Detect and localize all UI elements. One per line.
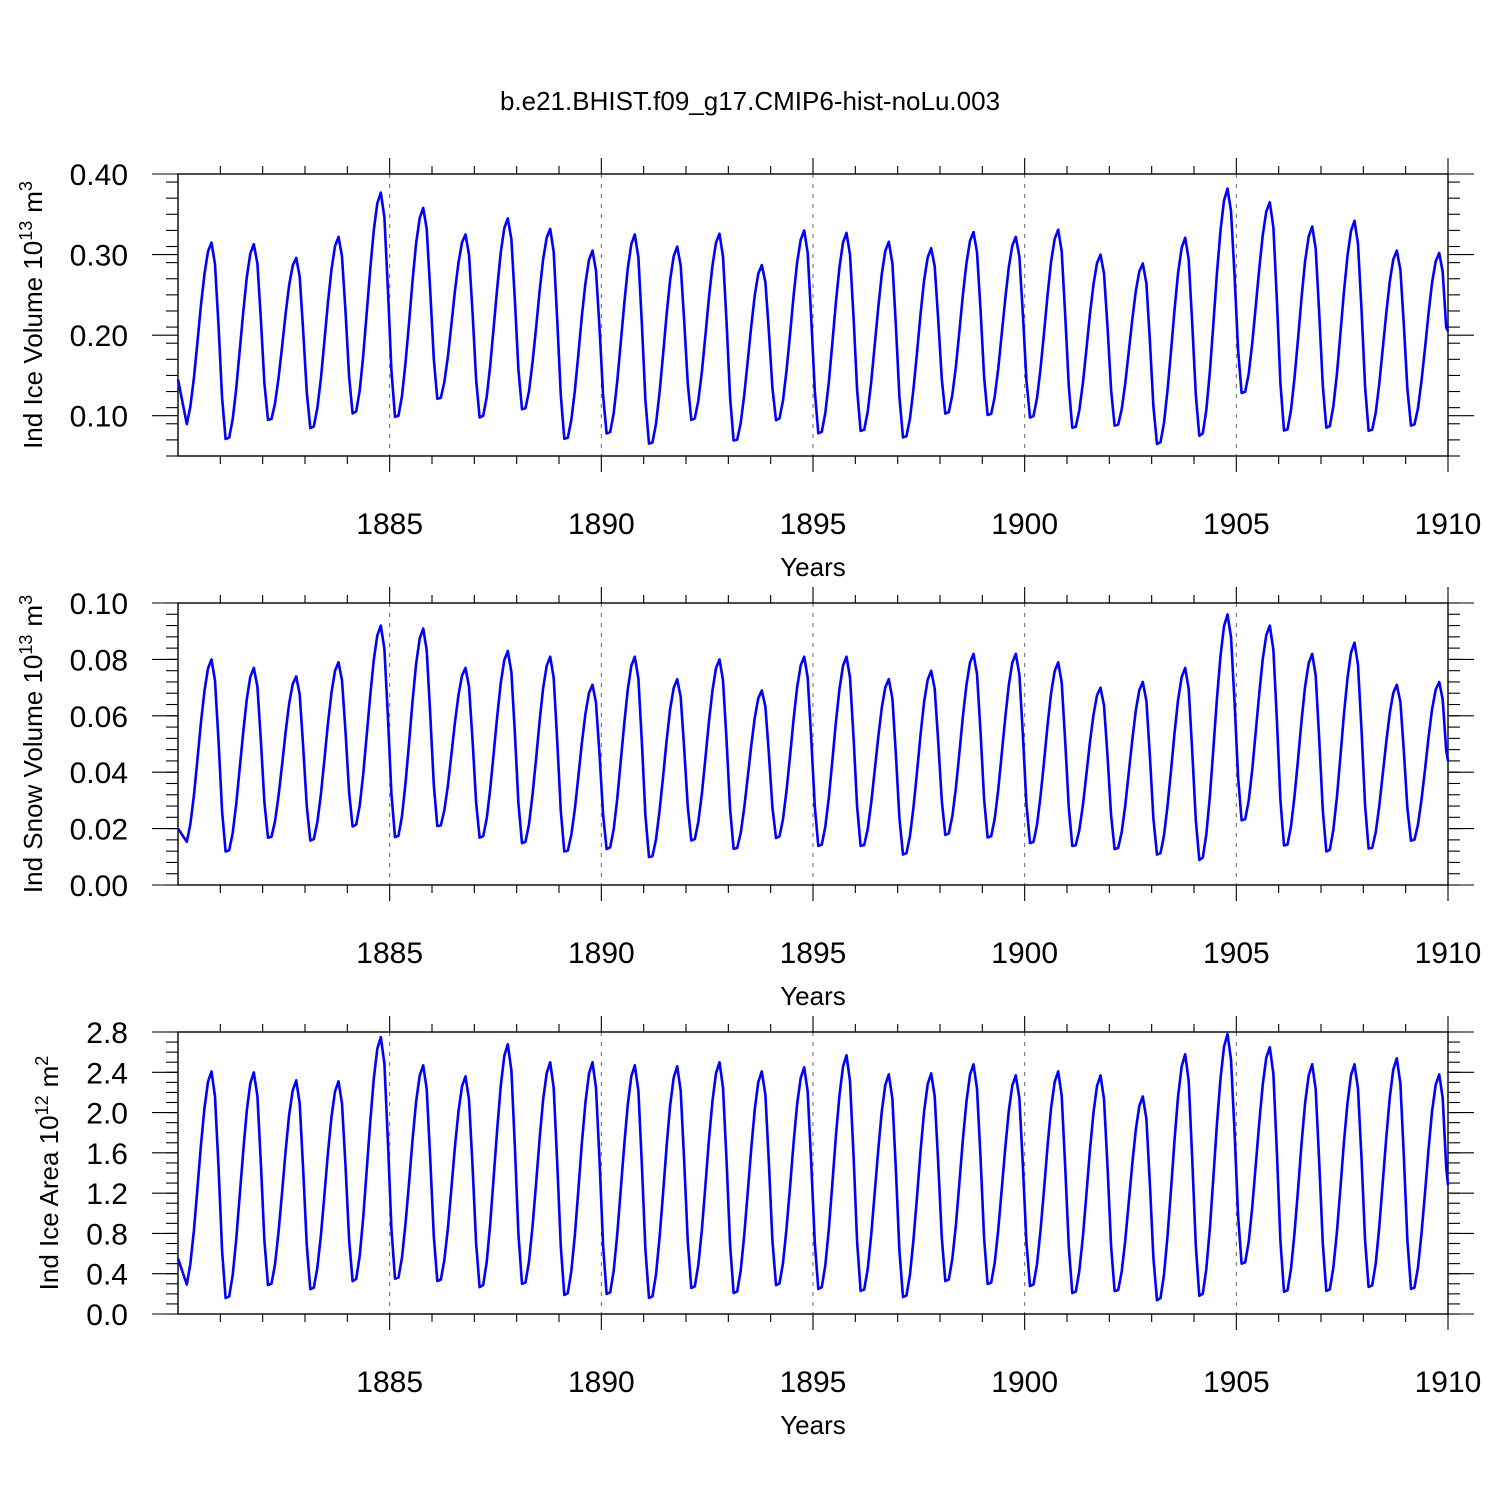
x-axis-title: Years bbox=[780, 1410, 846, 1440]
chart-panel-ice-area: 1885 1890 1895 1900 1905 1910 0.0 0.4 0.8 1.2 1.6 2… bbox=[32, 1016, 1481, 1440]
series-line-ice-volume bbox=[176, 187, 1450, 446]
x-axis-title: Years bbox=[780, 552, 846, 582]
y-tick-label: 0.10 bbox=[70, 588, 128, 621]
y-axis-title-text: Ind Ice Volume 10 bbox=[18, 241, 48, 449]
x-tick-label: 1885 bbox=[356, 1366, 423, 1399]
y-tick-label: 2.8 bbox=[86, 1017, 128, 1050]
y-axis-title-unit: m bbox=[18, 191, 48, 213]
x-tick-label: 1895 bbox=[780, 1366, 847, 1399]
y-axis-title-text: Ind Snow Volume 10 bbox=[18, 655, 48, 894]
x-axis-title: Years bbox=[780, 981, 846, 1011]
x-tick-label: 1895 bbox=[780, 508, 847, 541]
x-tick-label: 1890 bbox=[568, 508, 635, 541]
y-axis-title-unit: m bbox=[34, 1066, 64, 1088]
plot-frame bbox=[177, 173, 1449, 457]
plot-frame bbox=[177, 602, 1449, 886]
x-tick-label: 1890 bbox=[568, 1366, 635, 1399]
x-tick-label: 1885 bbox=[356, 508, 423, 541]
x-tick-label: 1885 bbox=[356, 937, 423, 970]
y-tick-label: 1.2 bbox=[86, 1178, 128, 1211]
y-tick-label: 0.4 bbox=[86, 1259, 128, 1292]
y-tick-label: 0.08 bbox=[70, 644, 128, 677]
y-tick-label: 0.06 bbox=[70, 701, 128, 734]
x-tick-label: 1890 bbox=[568, 937, 635, 970]
series-line-ice-area bbox=[176, 1032, 1450, 1302]
series-line-snow-volume bbox=[176, 613, 1450, 862]
x-tick-label: 1910 bbox=[1415, 937, 1482, 970]
x-tick-label: 1910 bbox=[1415, 1366, 1482, 1399]
x-tick-label: 1905 bbox=[1203, 1366, 1270, 1399]
chart-panel-ice-volume: 1885 1890 1895 1900 1905 1910 0.10 0.20 0.30 0.40… bbox=[16, 158, 1481, 582]
x-tick-label: 1905 bbox=[1203, 937, 1270, 970]
x-tick-label: 1895 bbox=[780, 937, 847, 970]
y-axis-title: Ind Ice Area 1012 m2 bbox=[32, 1056, 64, 1291]
y-tick-label: 1.6 bbox=[86, 1138, 128, 1171]
y-axis-title-unit-exponent: 3 bbox=[16, 595, 36, 605]
x-tick-label: 1900 bbox=[991, 1366, 1058, 1399]
y-axis-title-exponent: 12 bbox=[32, 1095, 52, 1115]
y-tick-label: 2.0 bbox=[86, 1098, 128, 1131]
y-axis-title: Ind Ice Volume 1013 m3 bbox=[16, 181, 48, 449]
y-axis-title-unit: m bbox=[18, 605, 48, 627]
figure-title: b.e21.BHIST.f09_g17.CMIP6-hist-noLu.003 bbox=[500, 86, 1000, 116]
y-tick-label: 0.04 bbox=[70, 757, 128, 790]
x-tick-label: 1900 bbox=[991, 508, 1058, 541]
y-axis-title-unit-exponent: 3 bbox=[16, 181, 36, 191]
y-axis-title: Ind Snow Volume 1013 m3 bbox=[16, 595, 48, 893]
y-tick-label: 0.8 bbox=[86, 1218, 128, 1251]
x-tick-label: 1905 bbox=[1203, 508, 1270, 541]
x-tick-label: 1910 bbox=[1415, 508, 1482, 541]
y-tick-label: 0.20 bbox=[70, 320, 128, 353]
y-axis-title-exponent: 13 bbox=[16, 221, 36, 241]
y-tick-label: 0.10 bbox=[70, 401, 128, 434]
y-tick-label: 0.02 bbox=[70, 814, 128, 847]
chart-panel-snow-volume: 1885 1890 1895 1900 1905 1910 0.00 0.02 0.04 0.06… bbox=[16, 587, 1481, 1011]
y-tick-label: 0.00 bbox=[70, 870, 128, 903]
y-tick-label: 0.40 bbox=[70, 159, 128, 192]
x-tick-label: 1900 bbox=[991, 937, 1058, 970]
y-axis-title-unit-exponent: 2 bbox=[32, 1056, 52, 1066]
y-tick-label: 0.0 bbox=[86, 1299, 128, 1332]
y-tick-label: 0.30 bbox=[70, 240, 128, 273]
y-axis-title-exponent: 13 bbox=[16, 635, 36, 655]
y-axis-title-text: Ind Ice Area 10 bbox=[34, 1115, 64, 1290]
y-tick-label: 2.4 bbox=[86, 1057, 128, 1090]
